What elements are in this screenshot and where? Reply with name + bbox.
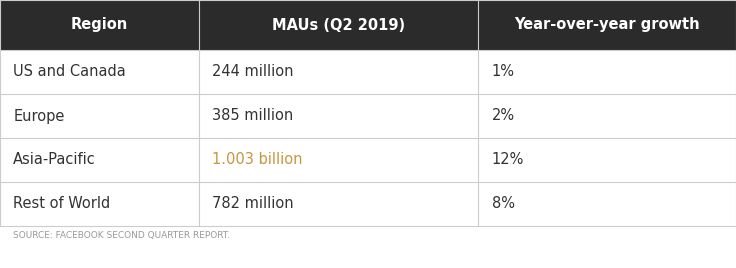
Bar xyxy=(0,182,736,226)
Text: Rest of World: Rest of World xyxy=(13,196,110,211)
Text: 12%: 12% xyxy=(492,152,524,168)
Text: 8%: 8% xyxy=(492,196,514,211)
Bar xyxy=(0,226,736,268)
Text: Europe: Europe xyxy=(13,109,65,124)
Bar xyxy=(0,94,736,138)
Text: Year-over-year growth: Year-over-year growth xyxy=(514,17,700,32)
Text: Region: Region xyxy=(71,17,128,32)
Bar xyxy=(0,50,736,94)
Text: 782 million: 782 million xyxy=(212,196,294,211)
Text: 1.003 billion: 1.003 billion xyxy=(212,152,302,168)
Bar xyxy=(0,0,736,50)
Text: 1%: 1% xyxy=(492,65,514,80)
Bar xyxy=(0,138,736,182)
Text: SOURCE: FACEBOOK SECOND QUARTER REPORT.: SOURCE: FACEBOOK SECOND QUARTER REPORT. xyxy=(13,231,230,240)
Text: 385 million: 385 million xyxy=(212,109,293,124)
Text: Asia-Pacific: Asia-Pacific xyxy=(13,152,96,168)
Text: 244 million: 244 million xyxy=(212,65,294,80)
Text: MAUs (Q2 2019): MAUs (Q2 2019) xyxy=(272,17,405,32)
Text: US and Canada: US and Canada xyxy=(13,65,126,80)
Text: 2%: 2% xyxy=(492,109,514,124)
